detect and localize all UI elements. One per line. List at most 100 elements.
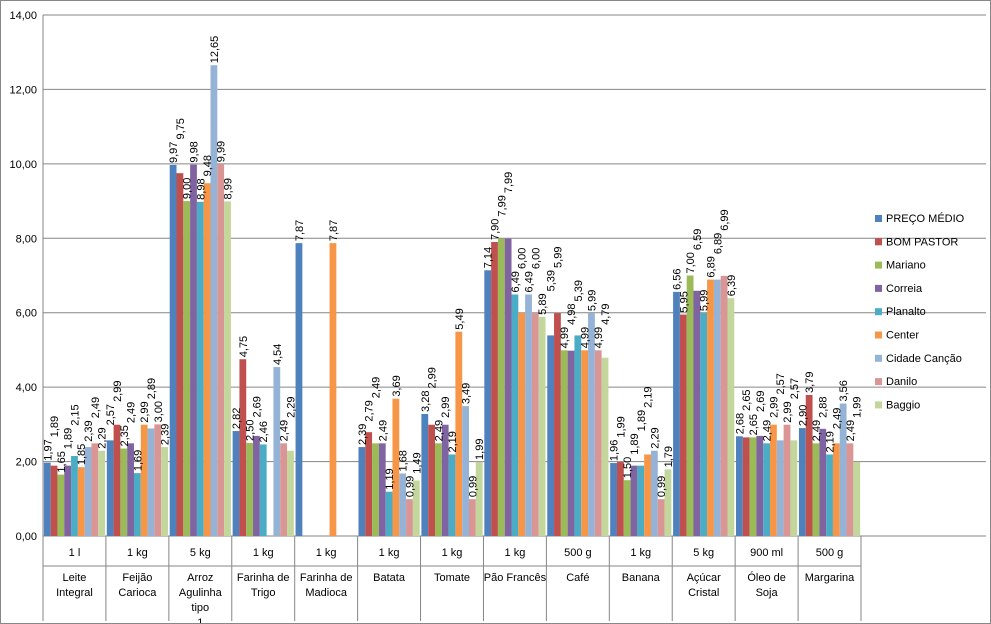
bar [839,403,847,536]
data-label: 6,49 [510,271,522,292]
category-label: Farinha de [300,572,353,584]
category-label: Madioca [305,587,347,599]
data-label: 2,29 [285,396,297,417]
category-label: Arroz [187,572,213,584]
data-label: 2,39 [160,424,172,445]
bar [853,461,861,536]
bar [253,435,260,536]
data-label: 5,39 [546,270,558,291]
data-label: 2,69 [251,396,263,417]
bar [372,443,379,536]
bar [531,312,539,536]
data-label: 2,88 [818,396,830,417]
bar [385,491,393,536]
legend-label: BOM PASTOR [886,236,958,248]
data-label: 6,56 [671,268,683,289]
bar [832,443,840,536]
data-label: 6,00 [517,248,529,269]
data-label: 1,19 [384,468,396,489]
bar [475,461,483,536]
bar [707,279,714,536]
bar [57,474,65,536]
bar [819,428,827,536]
data-label: 5,95 [678,291,690,312]
bar [421,413,429,536]
category-label: Açúcar [687,572,722,584]
data-label: 5,39 [573,280,585,301]
legend-label: Cidade Canção [886,353,962,365]
bar [232,431,240,536]
bar [273,367,281,536]
bar [798,428,806,536]
category-label: Carioca [118,587,157,599]
bar [169,164,177,536]
data-label: 2,82 [231,408,243,429]
data-label: 1,49 [411,452,423,473]
category-label: Tomate [434,572,470,584]
data-label: 2,15 [69,404,81,425]
data-label: 2,49 [811,420,823,441]
bar [84,447,92,536]
data-label: 8,99 [223,178,235,199]
bar [770,424,777,536]
bar [644,454,651,536]
data-label: 1,89 [636,410,648,431]
bar [106,440,114,536]
data-label: 6,99 [719,209,731,230]
data-label: 7,90 [490,219,502,240]
data-label: 2,99 [427,367,439,388]
legend-label: Baggio [886,399,920,411]
bar [567,350,575,536]
bar [412,480,420,536]
data-label: 2,99 [112,381,124,402]
category-label: tipo [191,602,209,614]
data-label: 3,49 [461,383,473,404]
data-label: 4,75 [238,336,250,357]
category-label: Trigo [251,587,276,599]
category-unit: 1 kg [630,547,651,559]
legend-swatch [875,238,882,246]
bar [91,443,99,536]
bar [783,424,791,536]
data-label: 2,69 [755,391,767,412]
bar [749,437,757,536]
data-label: 0,99 [404,476,416,497]
data-label: 2,19 [447,431,459,452]
data-label: 0,99 [467,476,479,497]
bar [161,447,168,536]
data-label: 2,90 [797,405,809,426]
data-label: 2,19 [825,431,837,452]
bar [679,314,687,536]
bar [805,394,813,536]
bar [538,316,546,536]
data-label: 3,56 [838,380,850,401]
bar [763,443,771,536]
category-unit: 5 kg [693,547,714,559]
bar [554,313,561,536]
bar [455,331,463,536]
data-label: 4,99 [559,327,571,348]
bar [448,454,456,536]
data-label: 2,49 [845,420,857,441]
category-unit: 5 kg [190,547,211,559]
data-label: 1,89 [629,433,641,454]
bar [176,173,184,537]
bar [630,465,638,536]
data-label: 9,00 [182,178,194,199]
bar [154,424,162,536]
data-label: 2,49 [126,402,138,423]
data-label: 5,49 [454,308,466,329]
bar [581,350,589,536]
bar [217,164,225,536]
bar [601,357,609,536]
bar [504,238,512,537]
data-label: 2,39 [83,420,95,441]
data-label: 3,69 [391,375,403,396]
data-label: 5,99 [699,290,711,311]
bar [588,313,595,536]
data-label: 1,50 [622,457,634,478]
data-label: 2,57 [789,378,801,399]
bar [637,465,645,536]
bar [406,499,413,536]
